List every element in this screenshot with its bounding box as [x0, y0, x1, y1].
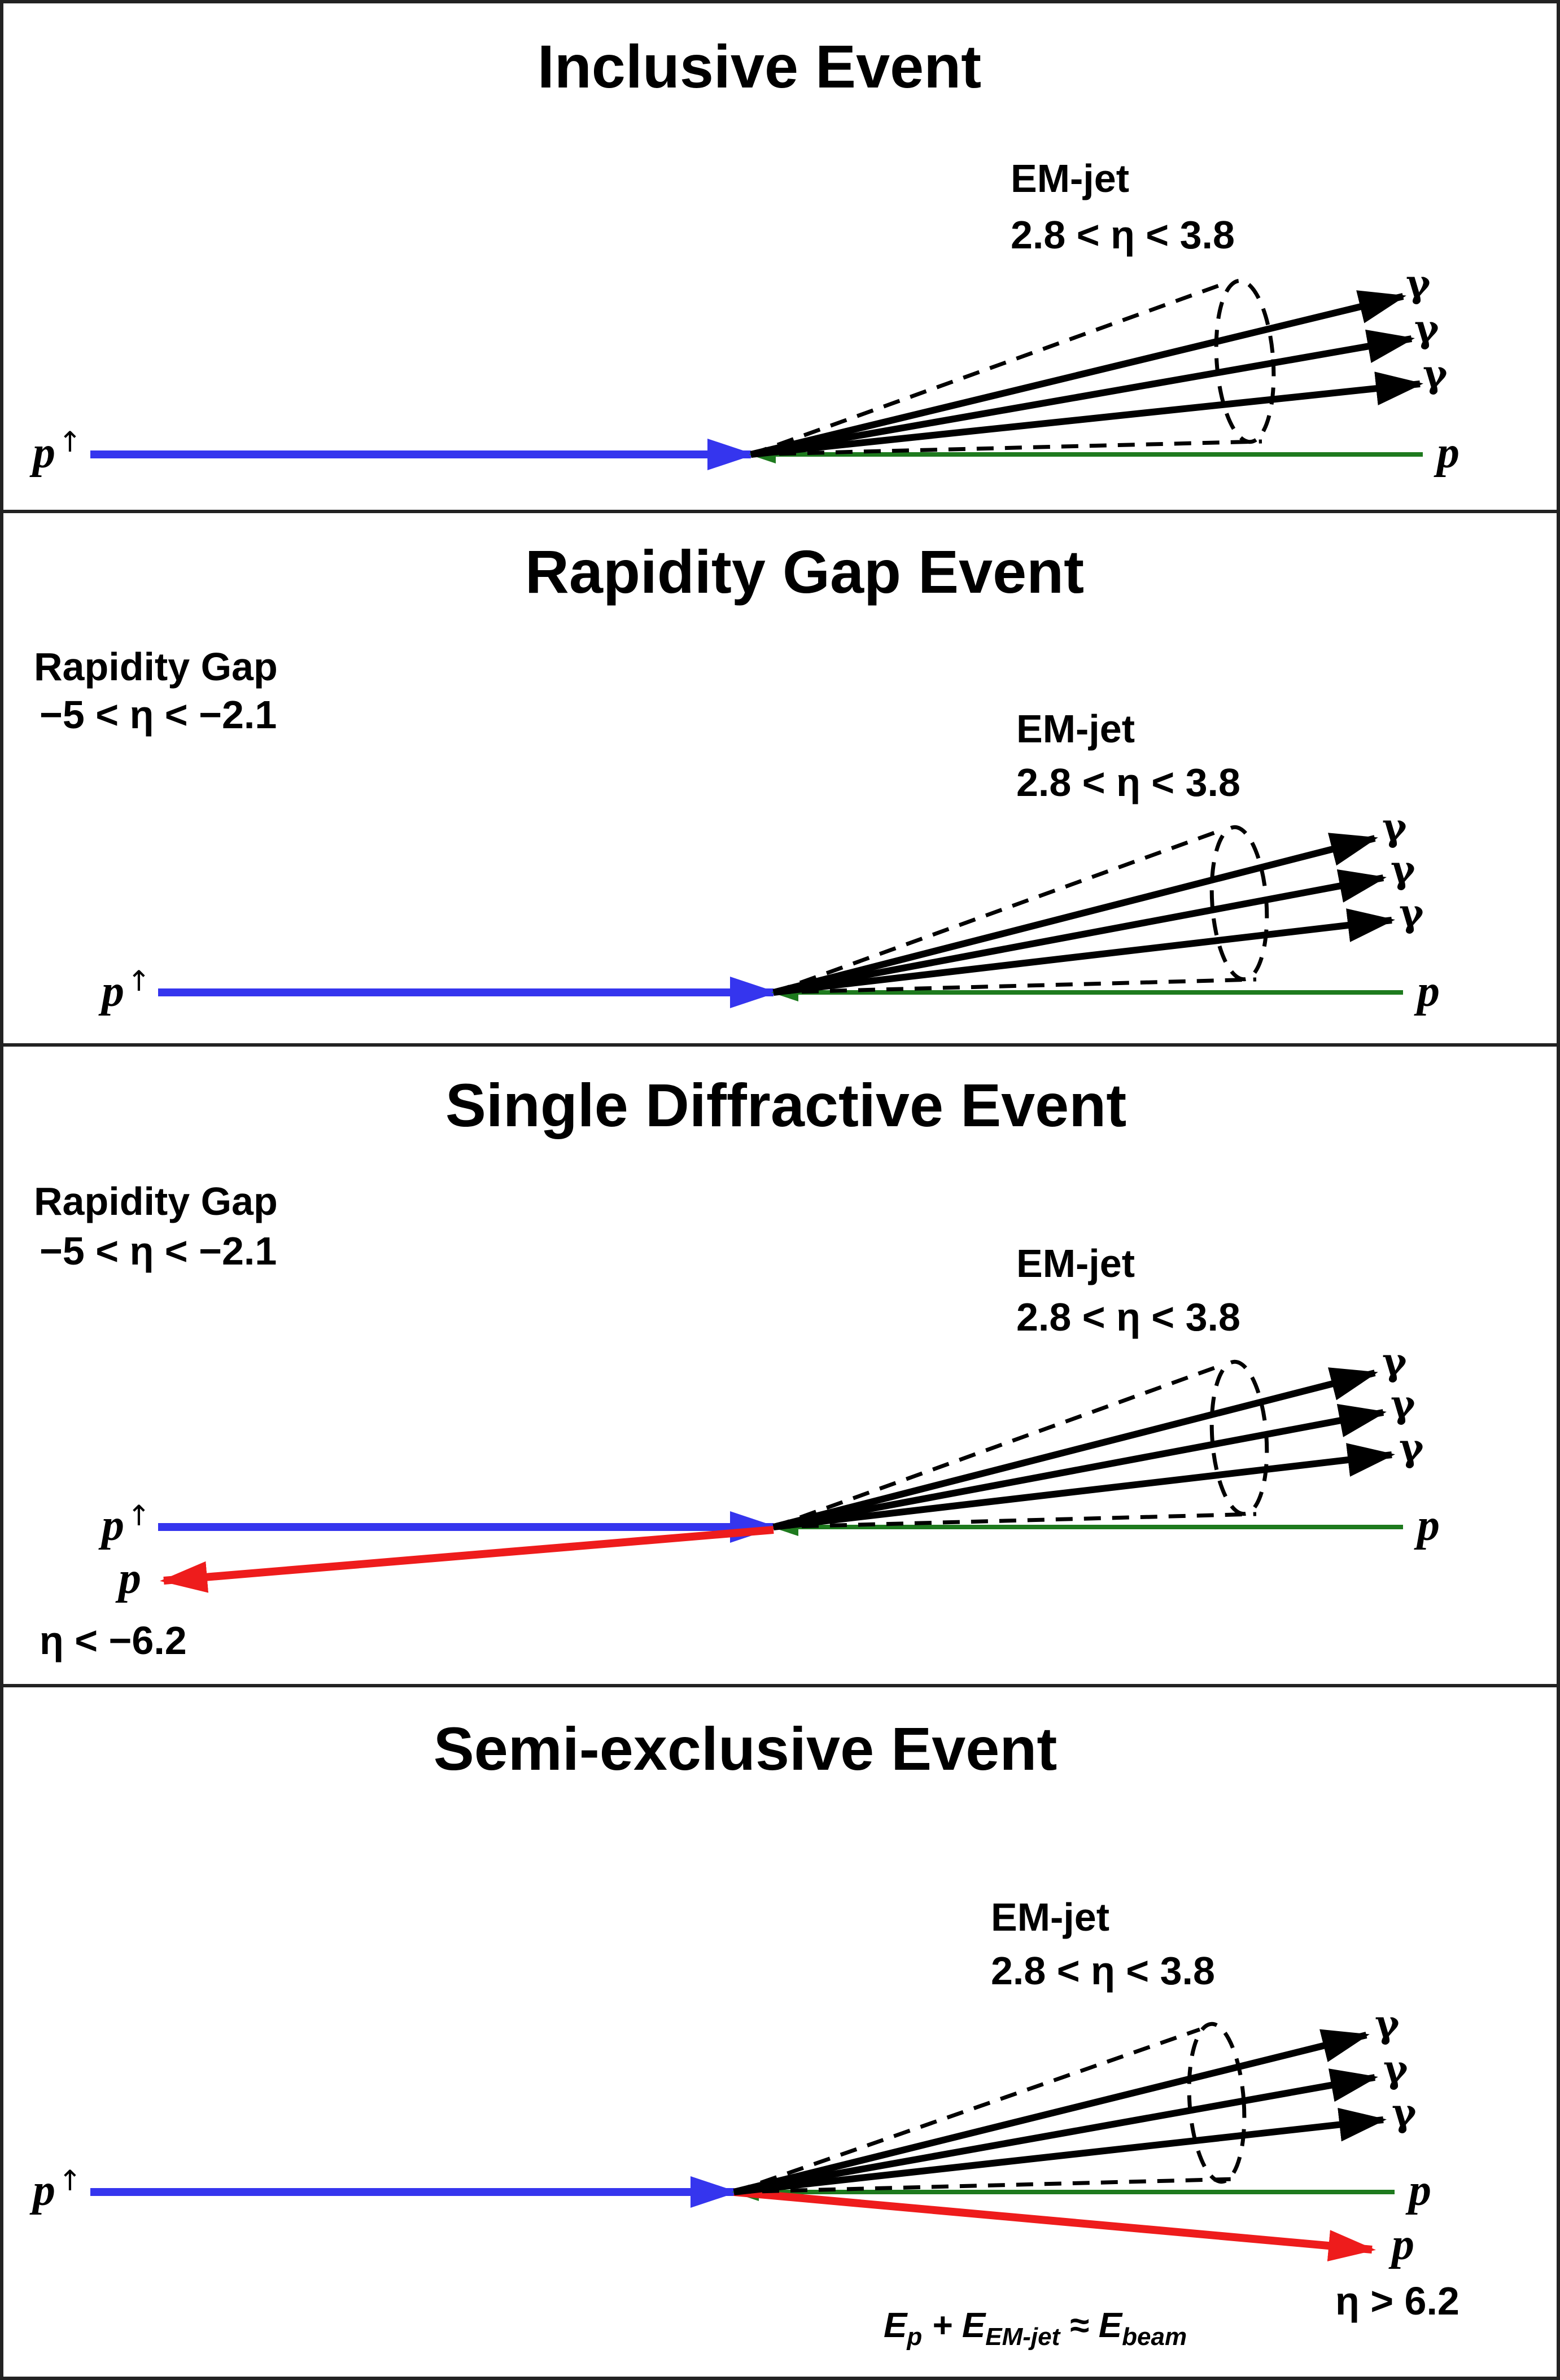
panel-title: Rapidity Gap Event — [525, 537, 1084, 606]
emjet-label: EM-jet — [1016, 707, 1135, 751]
panel-frame — [0, 0, 1560, 513]
photon-track — [733, 2107, 1387, 2195]
photon-track — [773, 908, 1395, 996]
emjet-eta-range: 2.8 < η < 3.8 — [1016, 760, 1240, 804]
spin-up-arrow: ↑ — [58, 426, 82, 458]
emjet-cone — [733, 2027, 1237, 2194]
photon-track — [772, 1403, 1387, 1530]
photon-label: γ — [1399, 1425, 1424, 1469]
photon-track — [772, 869, 1387, 996]
emjet-label: EM-jet — [1016, 1241, 1135, 1285]
rapidity-gap-label: Rapidity Gap — [34, 645, 278, 689]
emjet-cone — [750, 280, 1262, 457]
spin-up-arrow: ↑ — [127, 1499, 151, 1532]
unpolarized-proton-label: p — [1414, 966, 1440, 1016]
photon-label: γ — [1423, 352, 1448, 396]
photon-track — [733, 2068, 1378, 2195]
spin-up-arrow: ↑ — [127, 965, 151, 998]
polarized-proton-label: p — [98, 966, 124, 1016]
panel-title: Inclusive Event — [538, 32, 981, 100]
photon-label: γ — [1392, 2090, 1417, 2134]
photon-track — [750, 329, 1415, 458]
photon-label: γ — [1391, 1382, 1415, 1426]
emjet-eta-range: 2.8 < η < 3.8 — [991, 1949, 1215, 1993]
rapidity-gap-eta-range: −5 < η < −2.1 — [40, 693, 277, 737]
photon-label: γ — [1391, 847, 1415, 891]
polarized-proton-label: p — [98, 1500, 124, 1550]
photon-track — [772, 1367, 1378, 1530]
emjet-cone — [772, 828, 1257, 995]
scattered-proton-eta: η > 6.2 — [1335, 2279, 1460, 2323]
photon-label: γ — [1414, 307, 1439, 351]
panel-frame — [0, 510, 1560, 1047]
panel-inclusive: Inclusive Event EM-jet 2.8 < η < 3.8 γ γ… — [0, 0, 1560, 513]
panel-single-diffractive: Single Diffractive Event Rapidity Gap −5… — [0, 1043, 1560, 1687]
photon-track — [773, 1443, 1395, 1530]
photon-track — [750, 371, 1423, 458]
panel-frame — [0, 1043, 1560, 1687]
unpolarized-proton-label: p — [1405, 2165, 1431, 2215]
photon-label: γ — [1399, 891, 1424, 935]
photon-track — [733, 2029, 1370, 2195]
energy-relation: Ep + EEM-jet ≈ Ebeam — [884, 2306, 1187, 2351]
emjet-eta-range: 2.8 < η < 3.8 — [1011, 213, 1235, 257]
photon-label: γ — [1383, 2047, 1408, 2091]
emjet-cone — [772, 1363, 1257, 1529]
unpolarized-proton-label: p — [1414, 1500, 1440, 1550]
unpolarized-proton-label: p — [1434, 428, 1460, 478]
polarized-proton-label: p — [29, 2165, 55, 2215]
scattered-proton-eta: η < −6.2 — [40, 1618, 187, 1663]
photon-label: γ — [1382, 805, 1407, 849]
photon-track — [772, 833, 1378, 996]
emjet-eta-range: 2.8 < η < 3.8 — [1016, 1295, 1240, 1339]
scattered-proton-label: p — [115, 1554, 141, 1603]
photon-label: γ — [1382, 1340, 1407, 1384]
emjet-label: EM-jet — [991, 1895, 1109, 1939]
rapidity-gap-label: Rapidity Gap — [34, 1179, 278, 1223]
panel-title: Single Diffractive Event — [445, 1071, 1126, 1139]
spin-up-arrow: ↑ — [58, 2164, 82, 2197]
panel-frame — [0, 1684, 1560, 2380]
photon-label: γ — [1375, 2002, 1400, 2046]
scattered-proton-track — [160, 1526, 774, 1593]
photon-label: γ — [1406, 261, 1431, 305]
rapidity-gap-eta-range: −5 < η < −2.1 — [40, 1229, 277, 1273]
emjet-label: EM-jet — [1011, 156, 1129, 200]
scattered-proton-label: p — [1388, 2220, 1414, 2269]
photon-track — [750, 290, 1406, 458]
panel-rapidity-gap: Rapidity Gap Event Rapidity Gap −5 < η <… — [0, 510, 1560, 1047]
scattered-proton-track — [733, 2188, 1376, 2261]
polarized-proton-label: p — [29, 428, 55, 478]
panel-title: Semi-exclusive Event — [434, 1714, 1058, 1783]
panel-semi-exclusive: Semi-exclusive Event EM-jet 2.8 < η < 3.… — [0, 1684, 1560, 2380]
